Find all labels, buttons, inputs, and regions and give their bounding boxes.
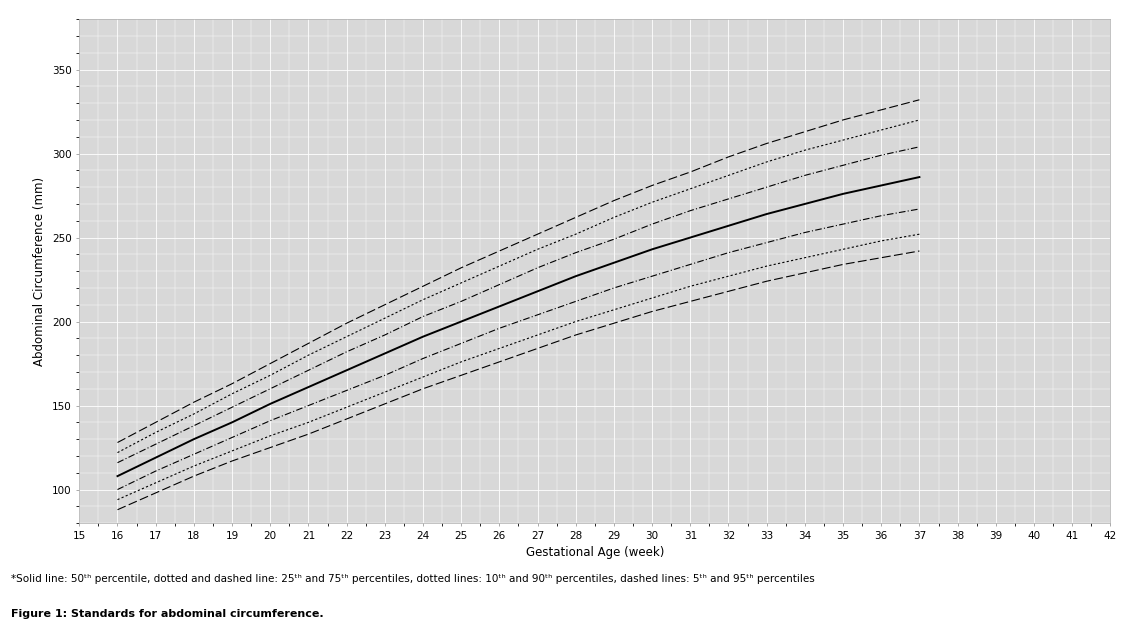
Text: Figure 1: Standards for abdominal circumference.: Figure 1: Standards for abdominal circum… bbox=[11, 609, 324, 619]
Y-axis label: Abdominal Circumference (mm): Abdominal Circumference (mm) bbox=[33, 177, 46, 366]
X-axis label: Gestational Age (week): Gestational Age (week) bbox=[526, 546, 664, 560]
Text: *Solid line: 50ᵗʰ percentile, dotted and dashed line: 25ᵗʰ and 75ᵗʰ percentiles,: *Solid line: 50ᵗʰ percentile, dotted and… bbox=[11, 574, 815, 584]
